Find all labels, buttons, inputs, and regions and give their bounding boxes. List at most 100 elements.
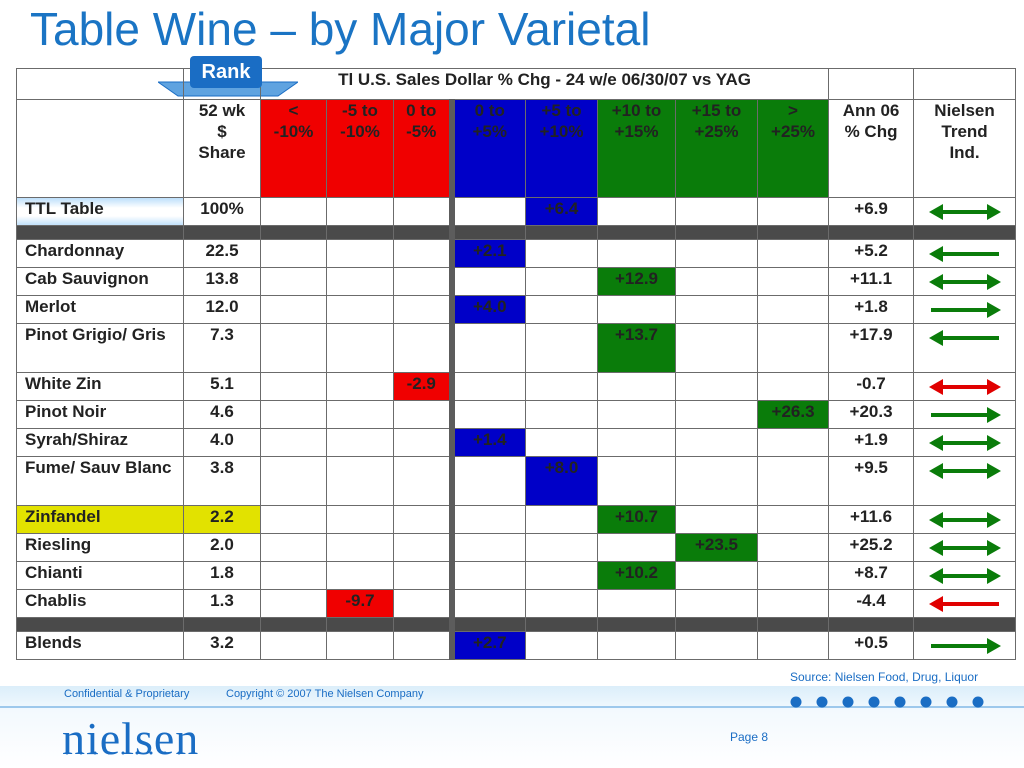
nielsen-logo: nielsen — [62, 713, 200, 764]
trend-indicator — [913, 561, 1017, 590]
share-value: 7.3 — [183, 323, 261, 373]
both-green-arrow-icon — [928, 435, 1001, 451]
empty-cell — [756, 428, 830, 457]
empty-cell — [393, 456, 452, 506]
left-red-arrow-icon — [928, 596, 999, 612]
empty-cell — [756, 239, 830, 268]
empty-cell — [756, 323, 830, 373]
separator-row — [16, 225, 1017, 240]
table-row: Fume/ Sauv Blanc 3.8 +8.0 +9.5 — [16, 456, 1017, 506]
share-value: 13.8 — [183, 267, 261, 296]
varietal-name: Zinfandel — [16, 505, 184, 534]
pct-chg-cell: +1.4 — [448, 428, 526, 457]
ann-chg-value: +8.7 — [828, 561, 915, 590]
table-row: Zinfandel 2.2 +10.7 +11.6 — [16, 505, 1017, 534]
pct-chg-cell: +13.7 — [597, 323, 676, 373]
empty-cell — [597, 456, 676, 506]
share-value: 1.3 — [183, 589, 261, 618]
bucket-header-1: < -10% — [260, 99, 327, 198]
empty-cell — [326, 505, 394, 534]
empty-cell — [326, 533, 394, 562]
empty-cell — [393, 561, 452, 590]
trend-header: Nielsen Trend Ind. — [913, 99, 1017, 198]
bucket-header-3: 0 to -5% — [393, 99, 452, 198]
share-value: 3.8 — [183, 456, 261, 506]
empty-cell — [393, 428, 452, 457]
both-green-arrow-icon — [928, 274, 1001, 290]
varietal-name: TTL Table — [16, 197, 184, 226]
empty-cell — [260, 456, 327, 506]
empty-cell — [675, 323, 758, 373]
empty-cell — [326, 428, 394, 457]
pct-chg-cell: -2.9 — [393, 372, 452, 401]
empty-cell — [260, 505, 327, 534]
empty-cell — [260, 631, 327, 660]
both-red-arrow-icon — [928, 379, 1001, 395]
empty-cell — [675, 456, 758, 506]
trend-indicator — [913, 323, 1017, 373]
varietal-name: Cab Sauvignon — [16, 267, 184, 296]
table-row: Pinot Grigio/ Gris 7.3 +13.7 +17.9 — [16, 323, 1017, 373]
empty-cell — [448, 456, 526, 506]
empty-cell — [525, 267, 598, 296]
trend-indicator — [913, 631, 1017, 660]
empty-cell — [393, 267, 452, 296]
varietal-name: White Zin — [16, 372, 184, 401]
pct-chg-cell: +8.0 — [525, 456, 598, 506]
empty-cell — [525, 561, 598, 590]
ann-chg-value: +1.9 — [828, 428, 915, 457]
empty-cell — [756, 533, 830, 562]
empty-cell — [675, 589, 758, 618]
varietal-table: Tl U.S. Sales Dollar % Chg - 24 w/e 06/3… — [16, 68, 1017, 660]
empty-cell — [326, 239, 394, 268]
source-text: Source: Nielsen Food, Drug, Liquor — [790, 670, 979, 684]
confidential-text: Confidential & Proprietary — [64, 688, 190, 700]
empty-cell — [448, 505, 526, 534]
table-row: Cab Sauvignon 13.8 +12.9 +11.1 — [16, 267, 1017, 296]
pct-chg-cell: +2.7 — [448, 631, 526, 660]
pct-chg-cell: +2.1 — [448, 239, 526, 268]
empty-cell — [525, 323, 598, 373]
empty-cell — [675, 400, 758, 429]
pct-chg-cell: +10.7 — [597, 505, 676, 534]
empty-cell — [525, 372, 598, 401]
rank-badge: Rank — [190, 56, 262, 88]
empty-cell — [675, 295, 758, 324]
table-row: Chardonnay 22.5 +2.1 +5.2 — [16, 239, 1017, 268]
bucket-header-6: +10 to +15% — [597, 99, 676, 198]
empty-cell — [393, 295, 452, 324]
pct-chg-cell: +26.3 — [756, 400, 830, 429]
share-value: 4.0 — [183, 428, 261, 457]
bucket-header-4: 0 to +5% — [448, 99, 526, 198]
empty-cell — [326, 561, 394, 590]
share-value: 2.2 — [183, 505, 261, 534]
empty-cell — [597, 239, 676, 268]
empty-cell — [260, 372, 327, 401]
table-row: Syrah/Shiraz 4.0 +1.4 +1.9 — [16, 428, 1017, 457]
ann-chg-value: +11.1 — [828, 267, 915, 296]
empty-cell — [260, 295, 327, 324]
logo-dots-icon — [65, 751, 181, 755]
empty-cell — [675, 561, 758, 590]
share-value: 100% — [183, 197, 261, 226]
empty-cell — [597, 631, 676, 660]
empty-cell — [260, 589, 327, 618]
empty-cell — [525, 631, 598, 660]
empty-cell — [448, 372, 526, 401]
trend-indicator — [913, 428, 1017, 457]
table-row: White Zin 5.1 -2.9 -0.7 — [16, 372, 1017, 401]
empty-cell — [260, 197, 327, 226]
ann-chg-value: +6.9 — [828, 197, 915, 226]
table-row: Chianti 1.8 +10.2 +8.7 — [16, 561, 1017, 590]
empty-cell — [260, 323, 327, 373]
varietal-name: Merlot — [16, 295, 184, 324]
trend-indicator — [913, 456, 1017, 506]
empty-cell — [597, 400, 676, 429]
trend-indicator — [913, 505, 1017, 534]
footer: Confidential & Proprietary Copyright © 2… — [0, 670, 1024, 768]
empty-cell — [597, 428, 676, 457]
column-header-row: 52 wk $ Share < -10% -5 to -10% 0 to -5% 0 to… — [16, 99, 1017, 198]
trend-indicator — [913, 267, 1017, 296]
header-span-row: Tl U.S. Sales Dollar % Chg - 24 w/e 06/3… — [16, 68, 1017, 100]
varietal-name: Blends — [16, 631, 184, 660]
